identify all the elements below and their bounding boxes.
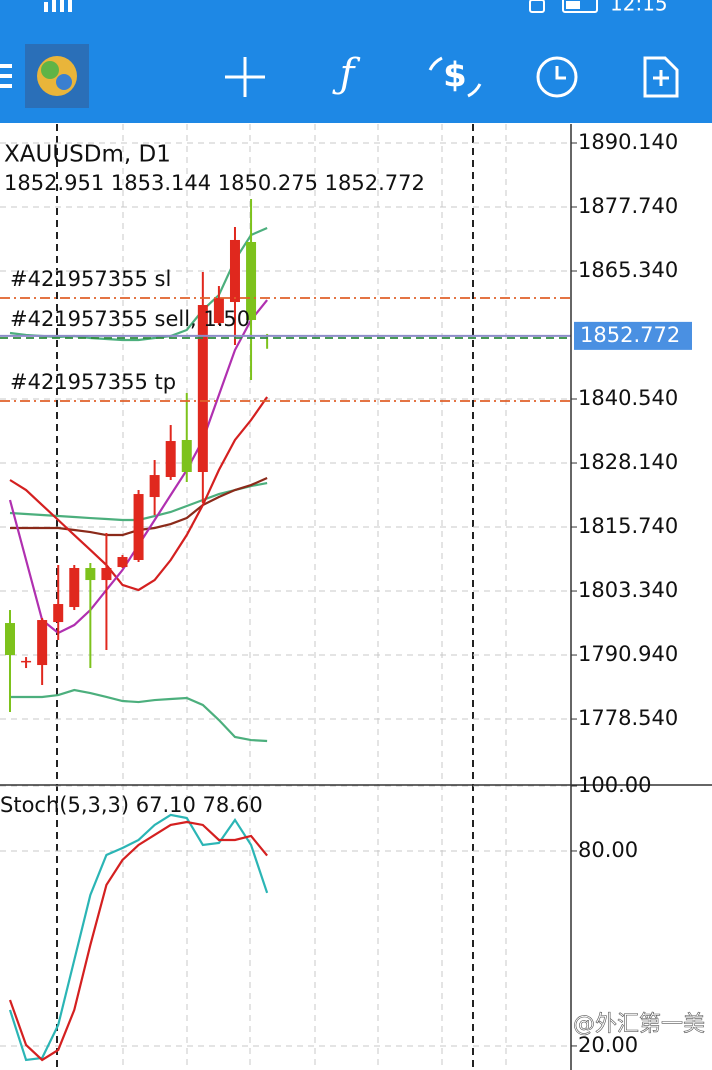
- indicator-line: [9, 396, 269, 592]
- candle-body: [101, 568, 112, 581]
- candle-body: [181, 439, 192, 472]
- y-tick-label: 1877.740: [578, 194, 678, 218]
- candle-body: [85, 568, 96, 581]
- chart-title: XAUUSDm, D1: [4, 142, 171, 168]
- candle-body: [165, 441, 176, 478]
- y-tick-label: 1865.340: [578, 258, 678, 282]
- watermark: @外汇第一美: [573, 1012, 705, 1037]
- candle-body: [246, 241, 257, 320]
- main-plot: [0, 198, 571, 743]
- status-icons: [44, 0, 598, 13]
- candle-body: [149, 475, 160, 498]
- menu-button[interactable]: [0, 64, 12, 88]
- y-tick-label: 1890.140: [578, 130, 678, 154]
- grid: [0, 124, 571, 1070]
- labels: XAUUSDm, D1 1852.951 1853.144 1850.275 1…: [0, 130, 705, 1057]
- stoch-title: Stoch(5,3,3) 67.10 78.60: [0, 793, 263, 817]
- indicator-line: [8, 820, 268, 1062]
- y-tick-label: 1790.940: [578, 642, 678, 666]
- price-label: 1852.772: [580, 323, 680, 347]
- candle-body: [69, 568, 80, 608]
- y-tick-label: 1803.340: [578, 578, 678, 602]
- ohlc-label: 1852.951 1853.144 1850.275 1852.772: [4, 171, 425, 195]
- y-tick-label: 80.00: [578, 838, 638, 862]
- order-label: #421957355 tp: [10, 370, 176, 394]
- order-label: #421957355 sl: [10, 267, 171, 291]
- stoch-plot: [8, 813, 269, 1062]
- y-tick-label: 20.00: [578, 1033, 638, 1057]
- app-bar: [0, 0, 712, 123]
- candle-body: [21, 660, 32, 663]
- y-tick-label: 1815.740: [578, 514, 678, 538]
- candle-body: [197, 305, 208, 472]
- indicator-line: [10, 688, 268, 743]
- candle-body: [53, 604, 64, 623]
- y-tick-label: 1840.540: [578, 386, 678, 410]
- candle-body: [229, 239, 240, 303]
- app-logo[interactable]: [25, 44, 89, 108]
- svg-text:$: $: [443, 56, 467, 96]
- candle-body: [133, 494, 144, 561]
- trade-button[interactable]: $: [428, 56, 482, 98]
- chart-background: [0, 124, 712, 1070]
- y-tick-label: 1828.140: [578, 450, 678, 474]
- status-time: 12:15: [610, 0, 668, 16]
- template-button[interactable]: [643, 56, 679, 98]
- price-box: [574, 321, 692, 350]
- candle-body: [5, 623, 15, 656]
- indicator-line: [8, 813, 269, 1062]
- y-tick-label: 100.00: [578, 773, 651, 797]
- candle-body: [117, 557, 128, 568]
- crosshair-button[interactable]: [225, 57, 265, 97]
- timeframe-button[interactable]: [536, 56, 578, 98]
- candle-body: [37, 620, 48, 666]
- order-label: #421957355 sell, 1.50: [10, 307, 250, 331]
- y-tick-label: 1778.540: [578, 706, 678, 730]
- candle-body: [213, 297, 224, 324]
